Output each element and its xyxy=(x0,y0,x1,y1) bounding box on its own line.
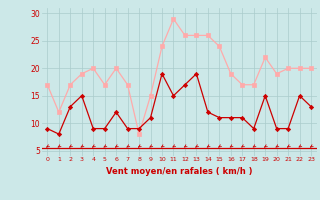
X-axis label: Vent moyen/en rafales ( km/h ): Vent moyen/en rafales ( km/h ) xyxy=(106,167,252,176)
